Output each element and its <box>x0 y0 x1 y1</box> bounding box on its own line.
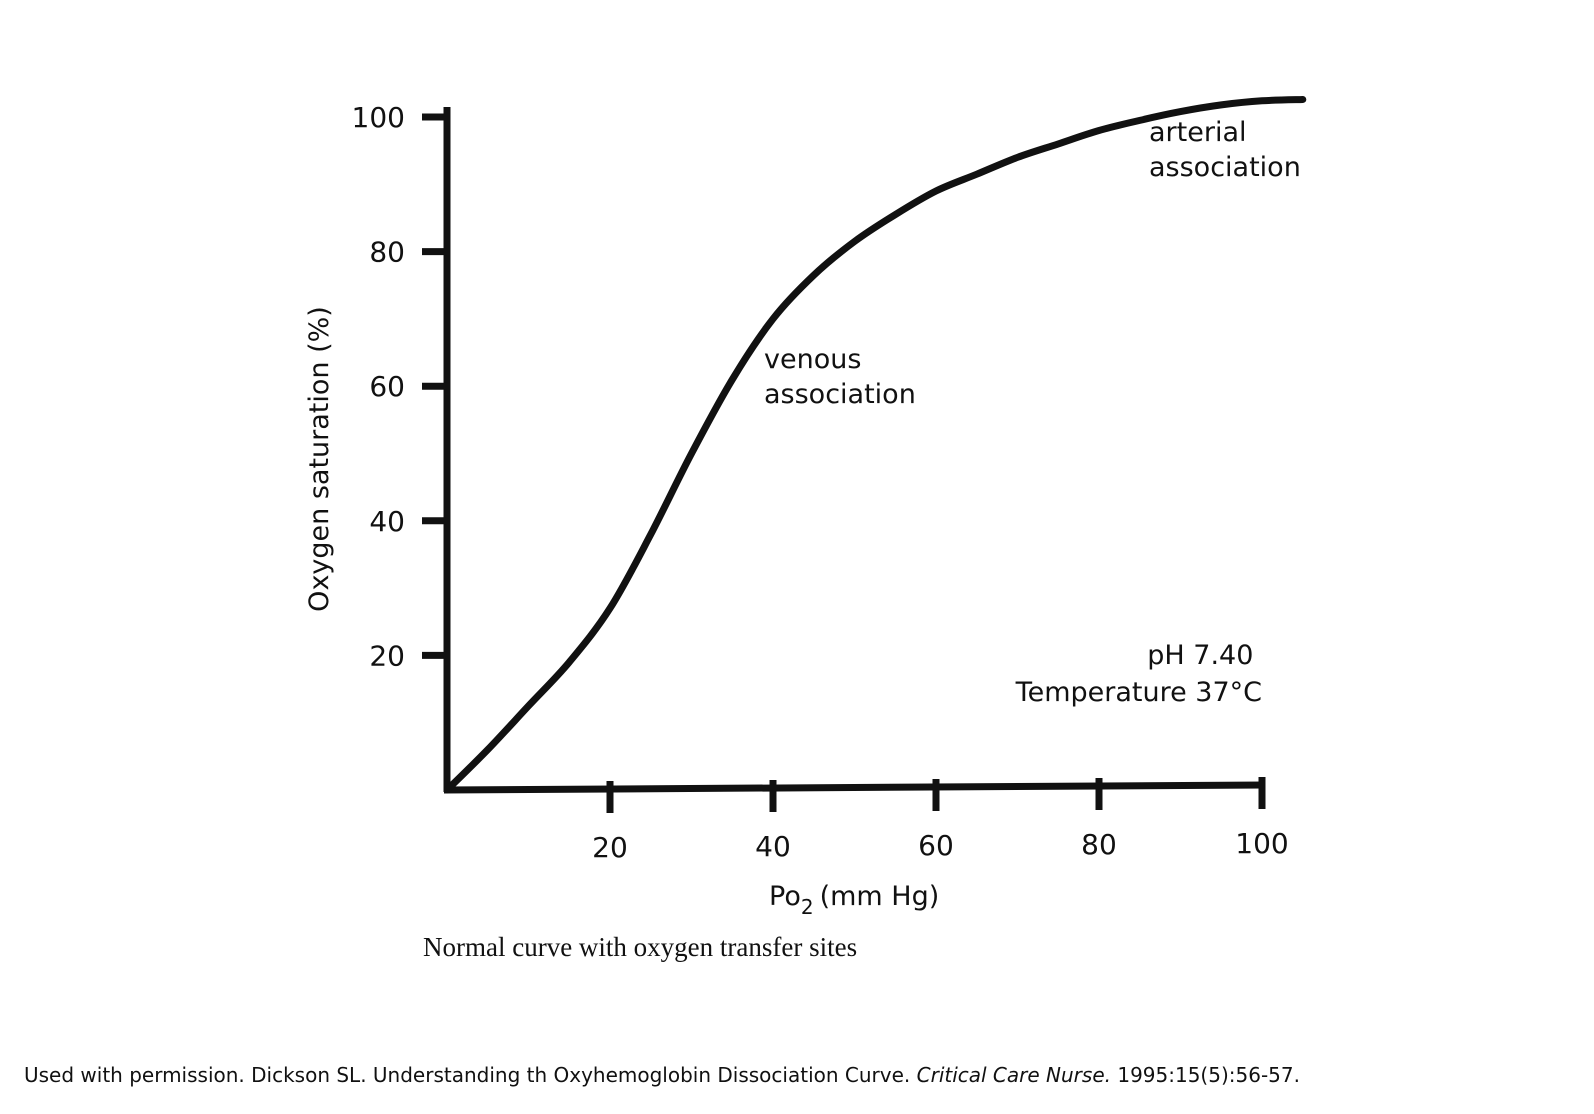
y-ticks: 20 40 60 80 100 <box>352 101 447 672</box>
x-axis-label-main: Po <box>769 881 801 912</box>
x-axis-label: Po2 (mm Hg) <box>769 881 939 919</box>
y-axis-label: Oxygen saturation (%) <box>304 306 335 612</box>
venous-annotation: venous association <box>764 344 916 410</box>
x-tick-label: 40 <box>755 830 791 863</box>
x-tick-label: 80 <box>1081 828 1117 861</box>
arterial-annotation-line-2: association <box>1149 152 1301 183</box>
figure-caption: Normal curve with oxygen transfer sites <box>423 932 858 962</box>
x-tick-label: 60 <box>918 829 954 862</box>
y-tick-label: 20 <box>369 639 405 672</box>
conditions-text: pH 7.40 Temperature 37°C <box>1015 640 1262 708</box>
arterial-annotation-line-1: arterial <box>1149 117 1247 148</box>
venous-annotation-line-2: association <box>764 379 916 410</box>
ph-condition: pH 7.40 <box>1147 640 1253 671</box>
x-axis-label-unit: (mm Hg) <box>820 881 940 912</box>
credit-suffix: 1995:15(5):56-57. <box>1110 1063 1300 1087</box>
y-tick-label: 80 <box>369 236 405 269</box>
credit-line: Used with permission. Dickson SL. Unders… <box>24 1063 1300 1087</box>
y-tick-label: 100 <box>352 101 405 134</box>
y-tick-label: 40 <box>369 505 405 538</box>
arterial-annotation: arterial association <box>1149 117 1301 183</box>
dissociation-curve <box>443 96 1307 794</box>
y-tick-label: 60 <box>369 370 405 403</box>
x-axis-label-subscript: 2 <box>801 895 814 919</box>
x-ticks: 20 40 60 80 100 <box>592 777 1289 864</box>
credit-journal: Critical Care Nurse. <box>916 1063 1111 1087</box>
x-tick-label: 20 <box>592 831 628 864</box>
x-axis-line <box>443 781 1266 794</box>
temperature-condition: Temperature 37°C <box>1015 677 1262 708</box>
x-tick-label: 100 <box>1235 827 1288 860</box>
credit-prefix: Used with permission. Dickson SL. Unders… <box>24 1063 917 1087</box>
venous-annotation-line-1: venous <box>764 344 861 375</box>
